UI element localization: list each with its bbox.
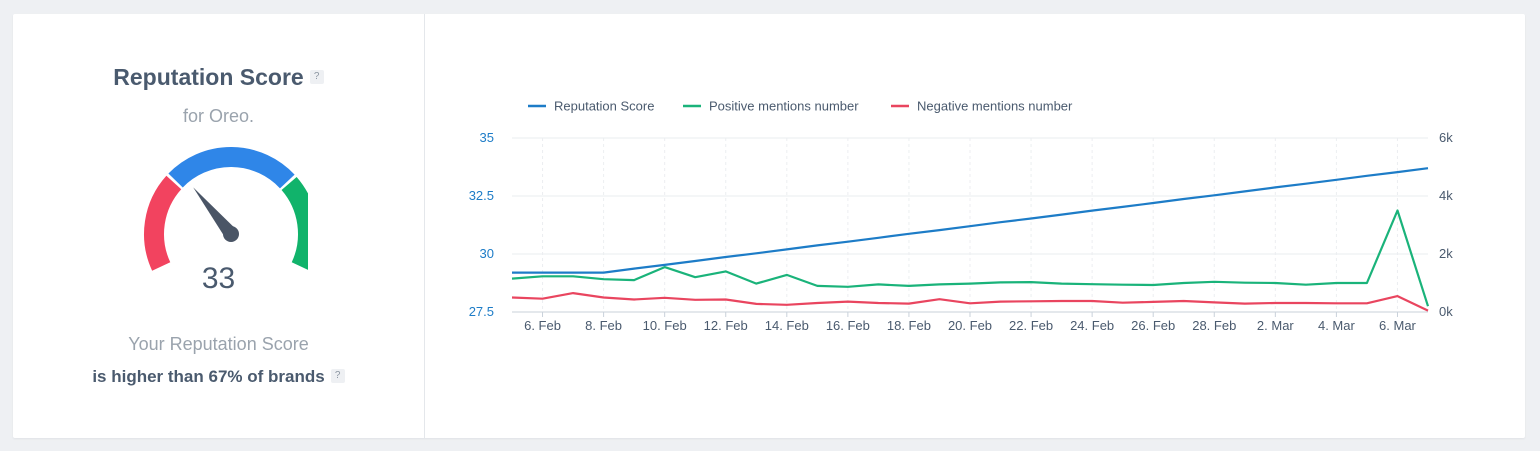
x-tick-label: 6. Mar <box>1379 318 1417 333</box>
chart-series <box>511 167 1430 312</box>
score-caption: Your Reputation Score <box>128 334 309 354</box>
comparison-text: is higher than 67% of brands <box>92 367 325 386</box>
y-left-tick-label: 27.5 <box>469 304 494 319</box>
brand-subtitle: for Oreo. <box>182 106 255 126</box>
x-axis: 6. Feb 8. Feb 10. Feb 12. Feb 14. Feb 16. Feb… <box>512 311 1428 333</box>
x-tick-label: 8. Feb <box>585 318 622 333</box>
score-value: 33 <box>201 262 236 295</box>
gauge-needle <box>193 187 237 239</box>
x-tick-label: 20. Feb <box>948 318 992 333</box>
y-left-tick-label: 35 <box>480 130 494 145</box>
reputation-card: Reputation Score? for Oreo. 33 Your Repu… <box>13 14 1525 438</box>
legend-label-positive: Positive mentions number <box>709 99 859 114</box>
x-tick-label: 18. Feb <box>887 318 931 333</box>
y-axis-left: 35 32.5 30 27.5 <box>469 130 494 319</box>
y-right-tick-label: 6k <box>1439 130 1453 145</box>
x-tick-label: 24. Feb <box>1070 318 1114 333</box>
y-axis-right: 6k 4k 2k 0k <box>1439 130 1453 319</box>
x-tick-label: 12. Feb <box>704 318 748 333</box>
y-left-tick-label: 30 <box>480 246 494 261</box>
score-comparison: is higher than 67% of brands? <box>13 367 424 387</box>
chart-legend: Reputation Score Positive mentions number… <box>528 99 1073 114</box>
x-tick-label: 6. Feb <box>524 318 561 333</box>
x-tick-label: 28. Feb <box>1192 318 1236 333</box>
gauge-needle-hub <box>223 226 239 242</box>
y-right-tick-label: 2k <box>1439 246 1453 261</box>
x-tick-label: 2. Mar <box>1257 318 1295 333</box>
x-tick-label: 26. Feb <box>1131 318 1175 333</box>
legend-label-negative: Negative mentions number <box>917 99 1073 114</box>
comparison-help-icon[interactable]: ? <box>330 368 345 383</box>
reputation-gauge <box>144 147 308 271</box>
x-tick-label: 14. Feb <box>765 318 809 333</box>
title-help-icon[interactable]: ? <box>309 69 324 84</box>
chart-grid <box>512 137 1428 313</box>
gauge-arc-high <box>281 176 308 270</box>
series-line-positive <box>511 209 1430 307</box>
x-tick-label: 22. Feb <box>1009 318 1053 333</box>
panel-title: Reputation Score <box>113 64 304 90</box>
series-line-negative <box>511 292 1429 312</box>
y-left-tick-label: 32.5 <box>469 188 494 203</box>
gauge-arc-mid <box>168 147 295 189</box>
x-tick-label: 4. Mar <box>1318 318 1356 333</box>
y-right-tick-label: 4k <box>1439 188 1453 203</box>
legend-label-reputation: Reputation Score <box>554 99 654 114</box>
y-right-tick-label: 0k <box>1439 304 1453 319</box>
x-tick-label: 10. Feb <box>643 318 687 333</box>
gauge-arc-low <box>144 175 182 271</box>
score-panel: Reputation Score? for Oreo. 33 Your Repu… <box>13 14 425 438</box>
panel-title-row: Reputation Score? <box>13 64 424 91</box>
series-line-reputation <box>512 167 1429 274</box>
reputation-chart: Reputation Score Positive mentions number… <box>469 99 1454 334</box>
x-tick-label: 16. Feb <box>826 318 870 333</box>
